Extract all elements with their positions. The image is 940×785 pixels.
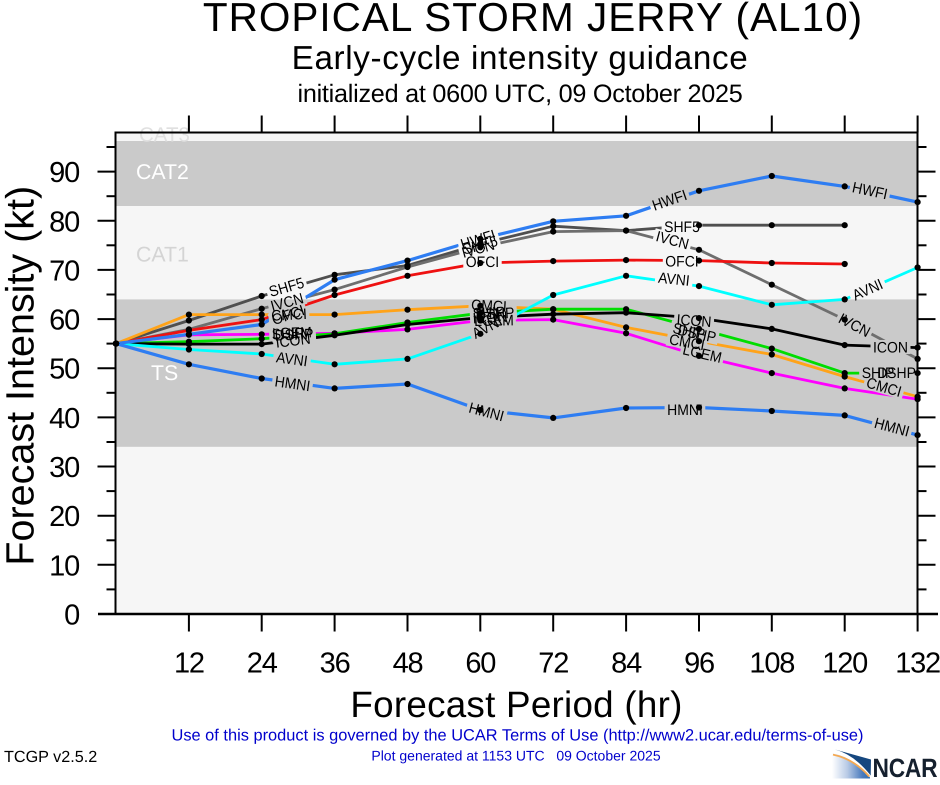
svg-text:DSHP: DSHP	[877, 365, 916, 382]
svg-text:ICON: ICON	[873, 339, 908, 356]
svg-text:HMNI: HMNI	[274, 373, 312, 395]
svg-text:DSHP: DSHP	[475, 305, 515, 324]
svg-text:80: 80	[49, 206, 79, 238]
svg-text:initialized at 0600 UTC, 09 Oc: initialized at 0600 UTC, 09 October 2025	[297, 80, 742, 108]
svg-text:SHIP: SHIP	[472, 304, 505, 323]
svg-text:CMCI: CMCI	[668, 331, 706, 354]
svg-text:SHF5: SHF5	[664, 219, 700, 236]
svg-text:48: 48	[393, 648, 423, 680]
svg-text:12: 12	[174, 648, 204, 680]
svg-text:50: 50	[49, 354, 79, 386]
svg-text:72: 72	[538, 648, 568, 680]
svg-text:SHIP: SHIP	[862, 365, 895, 382]
svg-text:CMCI: CMCI	[271, 306, 308, 325]
svg-text:CAT3: CAT3	[139, 124, 190, 147]
svg-text:84: 84	[611, 648, 642, 680]
svg-text:LGEM: LGEM	[474, 312, 514, 330]
svg-text:CAT2: CAT2	[136, 160, 189, 184]
svg-text:CMCI: CMCI	[471, 297, 508, 316]
svg-text:LGEM: LGEM	[272, 324, 312, 342]
svg-text:40: 40	[49, 403, 79, 435]
svg-text:0: 0	[64, 600, 79, 632]
svg-text:Use of this product is governe: Use of this product is governed by the U…	[171, 727, 863, 745]
svg-text:Forecast Intensity (kt): Forecast Intensity (kt)	[0, 186, 43, 566]
svg-text:24: 24	[247, 648, 278, 680]
svg-text:CAT1: CAT1	[136, 243, 189, 267]
svg-text:HMNI: HMNI	[667, 402, 703, 419]
svg-text:ICON: ICON	[676, 312, 712, 331]
svg-text:60: 60	[465, 648, 495, 680]
svg-text:30: 30	[49, 452, 79, 484]
svg-text:Plot generated at 1153 UTC 0: Plot generated at 1153 UTC 09 October 20…	[371, 748, 660, 764]
svg-text:20: 20	[49, 501, 79, 533]
svg-text:SHIP: SHIP	[271, 325, 304, 343]
svg-text:108: 108	[749, 648, 794, 680]
svg-text:Early-cycle intensity guidance: Early-cycle intensity guidance	[292, 40, 749, 77]
svg-text:Forecast Period (hr): Forecast Period (hr)	[350, 684, 682, 725]
svg-text:TCGP v2.5.2: TCGP v2.5.2	[4, 748, 97, 766]
svg-text:36: 36	[320, 648, 350, 680]
svg-text:70: 70	[49, 255, 79, 287]
svg-text:SHIP: SHIP	[671, 320, 706, 343]
svg-text:ICON: ICON	[472, 309, 508, 328]
svg-text:96: 96	[684, 648, 714, 680]
svg-text:TS: TS	[151, 361, 178, 385]
svg-text:DSHP: DSHP	[274, 326, 314, 345]
svg-text:132: 132	[895, 648, 940, 680]
svg-text:90: 90	[49, 157, 79, 189]
svg-text:10: 10	[49, 550, 79, 582]
svg-text:AVNI: AVNI	[657, 270, 690, 290]
svg-text:OFCI: OFCI	[665, 254, 698, 271]
svg-text:NCAR: NCAR	[873, 753, 938, 780]
svg-text:AVNI: AVNI	[275, 349, 309, 370]
svg-text:OFCI: OFCI	[466, 254, 499, 271]
svg-text:120: 120	[822, 648, 867, 680]
svg-text:60: 60	[49, 305, 79, 337]
svg-text:ICON: ICON	[275, 331, 312, 352]
svg-text:TROPICAL STORM JERRY (AL10): TROPICAL STORM JERRY (AL10)	[203, 0, 863, 40]
